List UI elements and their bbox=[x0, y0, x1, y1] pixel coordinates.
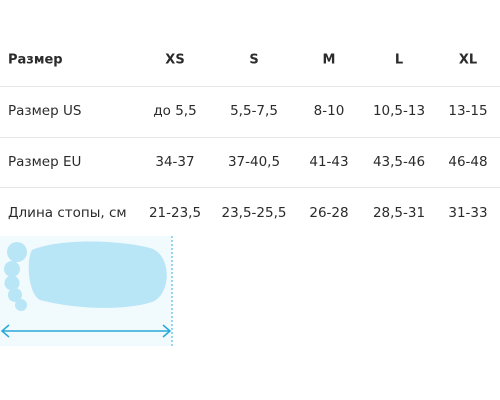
table-cell: 31-33 bbox=[448, 205, 488, 221]
table-cell: 43,5-46 bbox=[372, 154, 426, 170]
header-cell: Размер bbox=[8, 52, 63, 68]
table-cell: 10,5-13 bbox=[372, 103, 426, 119]
table-cell: 23,5-25,5 bbox=[221, 205, 287, 221]
header-cell: M bbox=[322, 52, 336, 68]
header-cell: XL bbox=[458, 52, 478, 68]
row-separator bbox=[0, 137, 500, 138]
row-separator bbox=[0, 187, 500, 188]
table-cell: Размер EU bbox=[8, 154, 82, 170]
table-cell: 41-43 bbox=[309, 154, 349, 170]
table-cell: Длина стопы, см bbox=[8, 205, 127, 221]
header-cell: XS bbox=[165, 52, 185, 68]
table-cell: до 5,5 bbox=[153, 103, 197, 119]
header-cell: L bbox=[394, 52, 404, 68]
table-cell: 28,5-31 bbox=[372, 205, 426, 221]
table-cell: Размер US bbox=[8, 103, 82, 119]
table-cell: 5,5-7,5 bbox=[230, 103, 278, 119]
table-cell: 46-48 bbox=[448, 154, 488, 170]
table-cell: 13-15 bbox=[448, 103, 488, 119]
table-cell: 34-37 bbox=[155, 154, 195, 170]
table-cell: 26-28 bbox=[309, 205, 349, 221]
table-cell: 37-40,5 bbox=[227, 154, 281, 170]
header-cell: S bbox=[249, 52, 259, 68]
table-cell: 21-23,5 bbox=[148, 205, 202, 221]
row-separator bbox=[0, 86, 500, 87]
table-cell: 8-10 bbox=[313, 103, 345, 119]
foot-illustration bbox=[0, 236, 173, 346]
